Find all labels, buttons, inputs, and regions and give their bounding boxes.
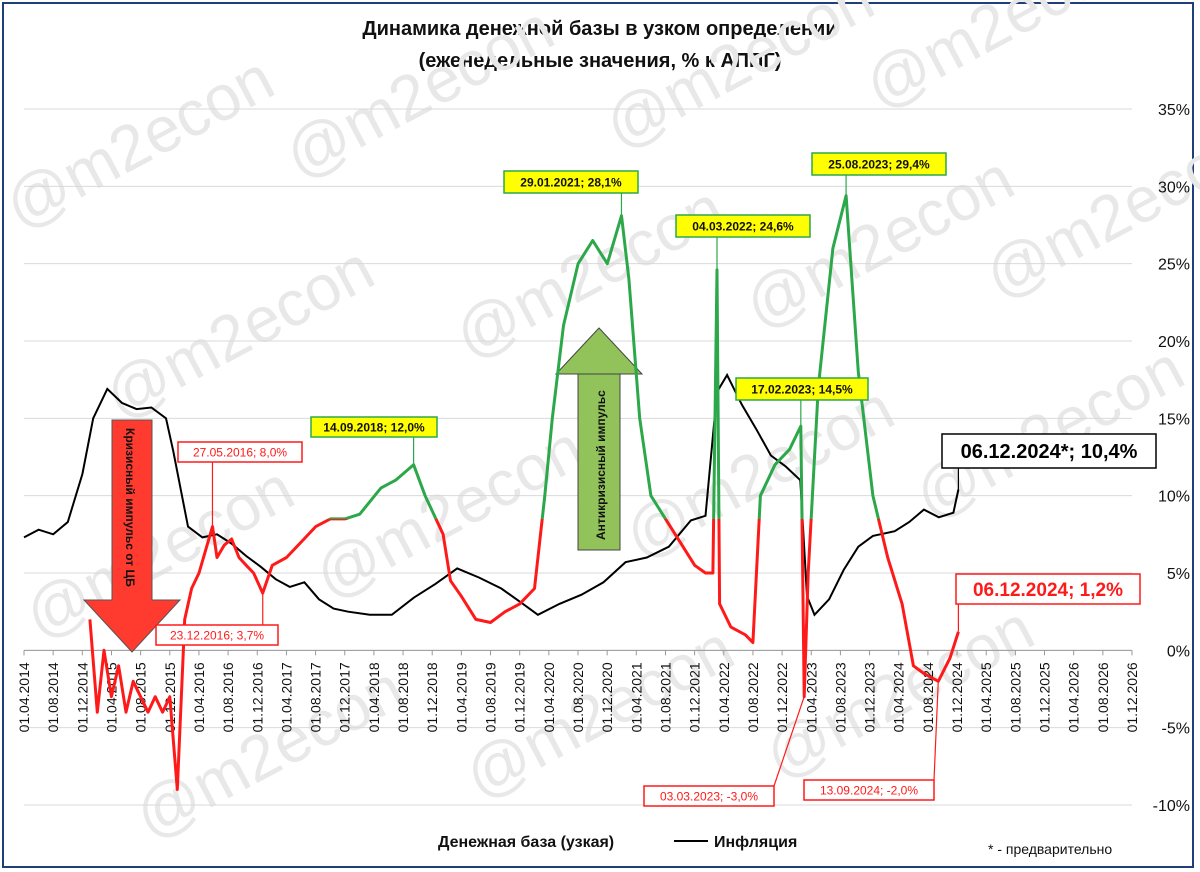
x-tick-label: 01.12.2018: [424, 662, 440, 732]
x-tick-label: 01.12.2019: [512, 662, 528, 732]
x-tick-label: 01.12.2023: [862, 662, 878, 732]
callout-box: [735, 377, 869, 401]
callout-box: [811, 152, 947, 176]
inflation-line: [23, 372, 960, 617]
x-tick-label: 01.04.2026: [1066, 662, 1082, 732]
x-tick-label: 01.04.2019: [453, 662, 469, 732]
y-tick-label: 20%: [1158, 334, 1190, 351]
y-tick-label: -5%: [1162, 721, 1190, 738]
watermark-11: @m2econ: [903, 331, 1195, 532]
legend-inflation-label: Инфляция: [714, 834, 797, 851]
x-tick-label: 01.08.2017: [308, 662, 324, 732]
callout-text: 03.03.2023; -3,0%: [660, 789, 758, 803]
x-tick-label: 01.12.2016: [249, 662, 265, 732]
legend-money-base-label: Денежная база (узкая): [438, 834, 614, 851]
x-tick-label: 01.12.2017: [337, 662, 353, 732]
y-tick-label: 35%: [1158, 102, 1190, 119]
x-tick-label: 01.08.2018: [395, 662, 411, 732]
callout-box: [955, 573, 1141, 605]
x-tick-label: 01.04.2025: [978, 662, 994, 732]
callout-box: [155, 624, 279, 646]
x-tick-label: 01.12.2024: [949, 662, 965, 732]
x-tick-label: 01.04.2014: [16, 662, 32, 732]
callout-text: 17.02.2023; 14,5%: [751, 382, 853, 396]
y-tick-label: 15%: [1158, 411, 1190, 428]
y-tick-label: 0%: [1167, 643, 1190, 660]
impulse-arrows: Кризисный импульс от ЦБ Антикризисный имп…: [82, 327, 644, 653]
x-tick-label: 01.04.2021: [628, 662, 644, 732]
x-tick-label: 01.08.2022: [745, 662, 761, 732]
callout-text: 25.08.2023; 29,4%: [828, 157, 930, 171]
money-base-line: [88, 194, 960, 791]
callout-text: 06.12.2024*; 10,4%: [961, 441, 1138, 463]
y-tick-label: 10%: [1158, 489, 1190, 506]
chart-title: Динамика денежной базы в узком определен…: [362, 18, 838, 40]
x-tick-label: 01.12.2025: [1037, 662, 1053, 732]
anticrisis-impulse-arrow: [554, 327, 644, 551]
anticrisis-impulse-label: Антикризисный импульс: [594, 390, 608, 540]
legend: Денежная база (узкая) Инфляция * - предв…: [398, 834, 1112, 857]
series-lines: [23, 194, 960, 791]
x-tick-label: 01.04.2020: [541, 662, 557, 732]
callouts: 27.05.2016; 8,0% 23.12.2016; 3,7% 14.09.20…: [155, 152, 1157, 807]
x-tick-label: 01.08.2014: [45, 662, 61, 732]
x-tick-label: 01.04.2018: [366, 662, 382, 732]
callout-text: 29.01.2021; 28,1%: [520, 175, 622, 189]
watermark-1: @m2econ: [273, 0, 565, 192]
callout-box: [503, 170, 639, 194]
x-tick-label: 01.08.2021: [657, 662, 673, 732]
callout-box: [941, 433, 1157, 469]
callout-box: [643, 785, 775, 807]
chart-subtitle: (еженедельные значения, % к АППГ): [418, 50, 782, 72]
y-tick-label: -10%: [1153, 798, 1190, 815]
callout-text: 27.05.2016; 8,0%: [193, 445, 287, 459]
x-tick-label: 01.04.2022: [716, 662, 732, 732]
x-tick-label: 01.12.2022: [774, 662, 790, 732]
callout-text: 23.12.2016; 3,7%: [170, 628, 264, 642]
x-tick-label: 01.04.2016: [191, 662, 207, 732]
x-tick-label: 01.04.2023: [803, 662, 819, 732]
watermark-3: @m2econ: [853, 0, 1145, 122]
crisis-impulse-label: Кризисный импульс от ЦБ: [123, 428, 137, 587]
callout-text: 04.03.2022; 24,6%: [692, 219, 794, 233]
x-tick-label: 01.04.2017: [278, 662, 294, 732]
x-tick-label: 01.04.2024: [891, 662, 907, 732]
y-tick-label: 5%: [1167, 566, 1190, 583]
watermark-4: @m2econ: [93, 231, 385, 432]
x-tick-label: 01.08.2025: [1007, 662, 1023, 732]
callout-box: [675, 214, 811, 238]
watermark-0: @m2econ: [0, 41, 285, 242]
x-tick-labels: 01.04.2014 01.08.2014 01.12.2014 01.04.2015…: [16, 650, 1140, 732]
callout-pointer: [773, 696, 805, 787]
x-tick-label: 01.08.2024: [920, 662, 936, 732]
callout-text: 13.09.2024; -2,0%: [820, 783, 918, 797]
y-tick-labels: -10% -5% 0% 5% 10% 15% 20% 25% 30% 35%: [1153, 102, 1190, 815]
y-tick-label: 30%: [1158, 179, 1190, 196]
y-tick-label: 25%: [1158, 257, 1190, 274]
callout-box: [803, 779, 935, 801]
x-tick-label: 01.12.2026: [1124, 662, 1140, 732]
callout-text: 14.09.2018; 12,0%: [323, 420, 425, 434]
x-tick-label: 01.08.2020: [570, 662, 586, 732]
x-tick-label: 01.08.2019: [483, 662, 499, 732]
callout-box: [177, 441, 303, 463]
x-tick-label: 01.08.2026: [1095, 662, 1111, 732]
callout-text: 06.12.2024; 1,2%: [973, 580, 1123, 601]
x-tick-label: 01.12.2020: [599, 662, 615, 732]
x-tick-label: 01.08.2016: [220, 662, 236, 732]
callout-box: [310, 416, 438, 438]
footnote: * - предварительно: [988, 841, 1112, 857]
callout-pointer: [933, 681, 939, 781]
x-tick-label: 01.12.2014: [74, 662, 90, 732]
x-tick-label: 01.08.2023: [832, 662, 848, 732]
x-tick-label: 01.12.2021: [687, 662, 703, 732]
watermark-2: @m2econ: [593, 0, 885, 162]
